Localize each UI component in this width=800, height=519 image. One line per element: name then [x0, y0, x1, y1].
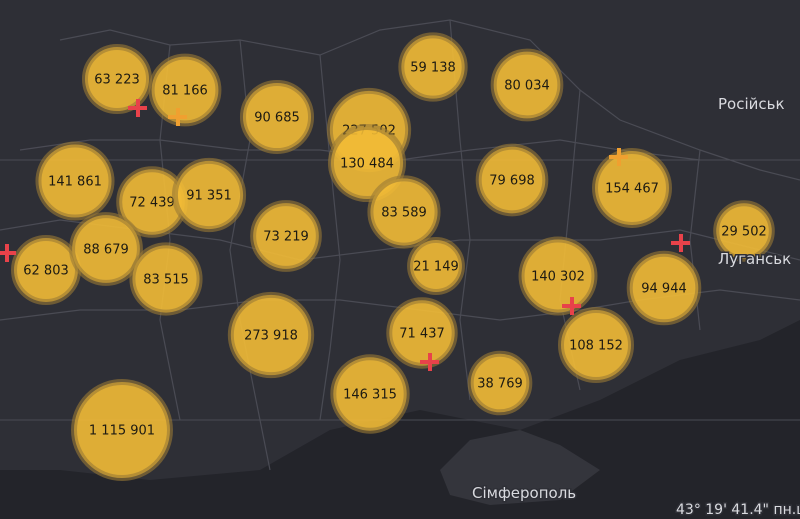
bubble-label: 38 769: [477, 377, 523, 392]
bubble: 108 152: [557, 306, 635, 384]
place-label: Сімферополь: [472, 484, 576, 502]
bubble: 83 589: [367, 175, 441, 249]
bubble-label: 83 589: [381, 206, 427, 221]
cross-marker: [168, 108, 187, 126]
bubble: 140 302: [518, 236, 598, 316]
markers: [0, 99, 690, 371]
coordinates: 43° 19' 41.4" пн.ш: [676, 502, 800, 518]
bubble: 71 437: [386, 297, 458, 369]
bubble-label: 141 861: [48, 175, 102, 190]
cross-marker: [562, 297, 581, 315]
bubble-label: 90 685: [254, 111, 300, 126]
bubble: 273 918: [227, 291, 315, 379]
bubble-label: 146 315: [343, 388, 397, 403]
bubble-circle: [518, 236, 598, 316]
bubble-label: 71 437: [399, 327, 445, 342]
bubble-label: 108 152: [569, 339, 623, 354]
bubble: 91 351: [171, 157, 247, 233]
bubble-circle: [407, 237, 465, 295]
bubble-label: 59 138: [410, 61, 456, 76]
bubble-label: 273 918: [244, 329, 298, 344]
cross-marker: [671, 234, 690, 252]
bubble: 21 149: [407, 237, 465, 295]
bubble: 63 223: [81, 43, 153, 115]
bubble-label: 130 484: [340, 157, 394, 172]
bubble: 90 685: [239, 79, 315, 155]
bubble-circle: [239, 79, 315, 155]
crimea: [440, 430, 600, 505]
bubble-label: 73 219: [263, 230, 309, 245]
bubble: 29 502: [713, 200, 775, 262]
bubble-circle: [148, 53, 222, 127]
cross-marker: [420, 353, 439, 371]
bubble-label: 80 034: [504, 79, 550, 94]
cross-marker: [0, 244, 16, 262]
bubble-circle: [592, 148, 672, 228]
bubble-label: 21 149: [413, 260, 459, 275]
bubble: 154 467: [592, 148, 672, 228]
bubble-label: 88 679: [83, 243, 129, 258]
bubble-circle: [71, 379, 173, 481]
bubble-label: 1 115 901: [89, 424, 155, 439]
bubble-circle: [713, 200, 775, 262]
bubble-circle: [129, 242, 203, 316]
place-label: Луганськ: [718, 250, 791, 268]
bubble-label: 94 944: [641, 282, 687, 297]
bubble-circle: [398, 32, 468, 102]
bubble-circle: [81, 43, 153, 115]
bubble: 81 166: [148, 53, 222, 127]
bubble: 94 944: [626, 250, 702, 326]
bubble-circle: [69, 212, 143, 286]
bubble-label: 72 439: [129, 196, 175, 211]
bubble-circle: [250, 200, 322, 272]
bubble: 38 769: [467, 350, 533, 416]
bubble-label: 62 803: [23, 264, 69, 279]
cross-marker: [128, 99, 147, 117]
bubble: 146 315: [330, 354, 410, 434]
bubble-label: 63 223: [94, 73, 140, 88]
bubble-label: 29 502: [721, 225, 767, 240]
cross-marker: [609, 148, 628, 166]
bubble: 141 861: [35, 141, 115, 221]
bubble: 88 679: [69, 212, 143, 286]
bubble-circle: [171, 157, 247, 233]
bubble-label: 83 515: [143, 273, 189, 288]
bubble-circle: [386, 297, 458, 369]
bubble: 73 219: [250, 200, 322, 272]
bubble-label: 154 467: [605, 182, 659, 197]
bubble-circle: [330, 354, 410, 434]
bubble-circle: [35, 141, 115, 221]
place-label: Російськ: [718, 95, 785, 113]
bubble-circle: [557, 306, 635, 384]
bubble-circle: [475, 143, 549, 217]
bubble-label: 91 351: [186, 189, 232, 204]
bubble-circle: [490, 48, 564, 122]
bubble: 80 034: [490, 48, 564, 122]
bubble-label: 79 698: [489, 174, 535, 189]
bubble: 59 138: [398, 32, 468, 102]
bubble: 62 803: [11, 235, 81, 305]
bubble-circle: [626, 250, 702, 326]
bubble-circle: [367, 175, 441, 249]
bubble: 1 115 901: [71, 379, 173, 481]
bubble: 79 698: [475, 143, 549, 217]
bubble-circle: [227, 291, 315, 379]
bubble-label: 140 302: [531, 270, 585, 285]
bubble-label: 81 166: [162, 84, 208, 99]
bubble-circle: [467, 350, 533, 416]
bubble: 83 515: [129, 242, 203, 316]
